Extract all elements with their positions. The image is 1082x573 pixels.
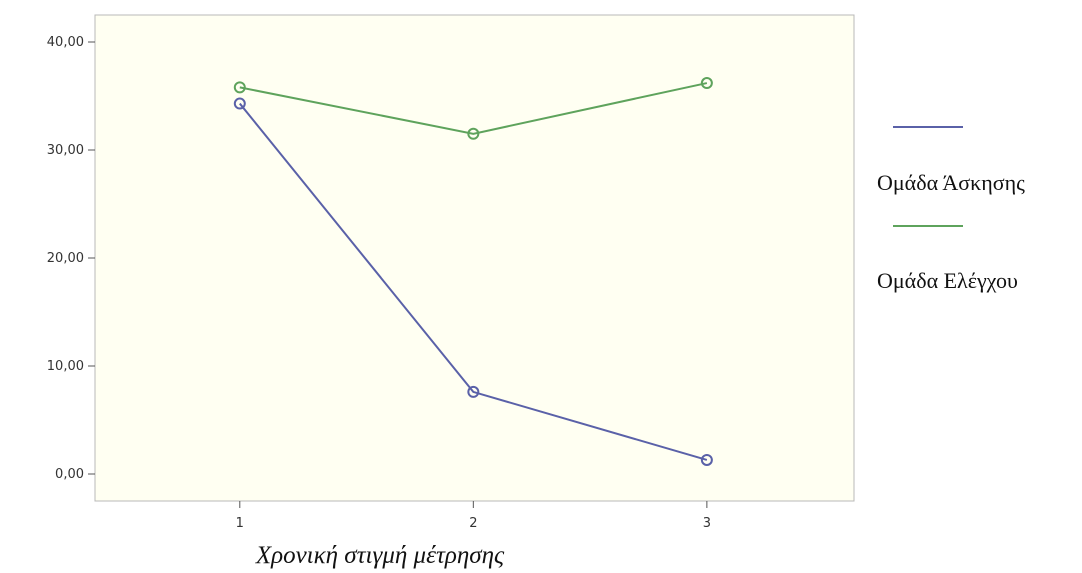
x-tick-label: 3 [703, 516, 711, 531]
y-tick-label: 0,00 [55, 467, 84, 482]
data-point [467, 127, 480, 140]
legend-label: Ομάδα Ελέγχου [877, 268, 1018, 293]
data-point [233, 81, 246, 94]
y-tick-label: 40,00 [47, 35, 84, 50]
data-point [700, 77, 713, 90]
legend: Ομάδα Άσκησης Ομάδα Ελέγχου [877, 126, 1025, 293]
data-point [233, 97, 246, 110]
y-tick-label: 30,00 [47, 143, 84, 158]
plot-area [94, 14, 855, 502]
legend-item-2: Ομάδα Ελέγχου [877, 225, 1018, 293]
series-1 [233, 97, 713, 466]
series-2 [233, 77, 713, 140]
y-tick-label: 20,00 [47, 251, 84, 266]
x-axis-label: Χρονική στιγμή μέτρησης [255, 542, 505, 569]
data-point [467, 385, 480, 398]
series-layer [233, 77, 713, 466]
data-point [700, 453, 713, 466]
x-tick-label: 2 [469, 516, 477, 531]
series-line [239, 82, 708, 135]
series-line [239, 102, 708, 461]
axes: 0,00 10,00 20,00 30,00 40,00 1 2 3 [47, 35, 711, 531]
y-tick-label: 10,00 [47, 359, 84, 374]
legend-item-1: Ομάδα Άσκησης [877, 126, 1025, 195]
legend-label: Ομάδα Άσκησης [877, 170, 1025, 195]
x-tick-label: 1 [236, 516, 244, 531]
